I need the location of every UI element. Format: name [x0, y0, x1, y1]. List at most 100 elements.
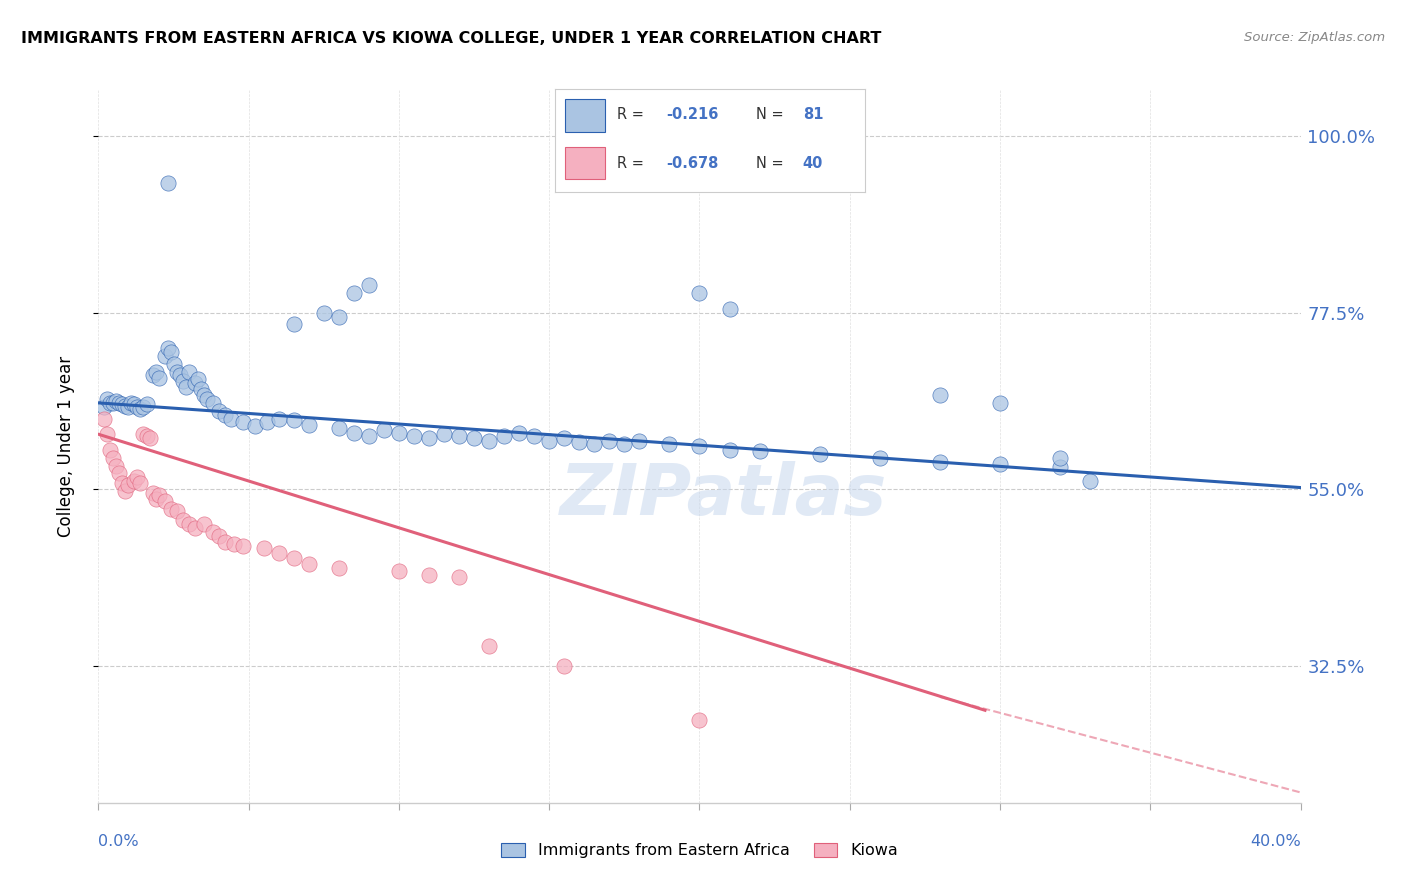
- Point: [208, 403, 231, 417]
- Point: [159, 345, 181, 359]
- FancyBboxPatch shape: [565, 146, 605, 179]
- Point: [283, 551, 305, 566]
- Point: [145, 491, 167, 506]
- Point: [219, 411, 242, 425]
- Point: [187, 372, 209, 386]
- Point: [523, 429, 546, 443]
- Text: 0.0%: 0.0%: [98, 834, 139, 849]
- Point: [433, 427, 456, 442]
- Point: [929, 455, 952, 469]
- Point: [138, 431, 160, 445]
- Point: [201, 525, 224, 540]
- Point: [103, 396, 125, 410]
- Point: [132, 400, 155, 414]
- Text: R =: R =: [617, 107, 648, 122]
- Text: -0.216: -0.216: [666, 107, 718, 122]
- Point: [108, 396, 131, 410]
- Point: [111, 475, 134, 490]
- Point: [808, 447, 831, 461]
- Point: [135, 397, 157, 411]
- Text: ZIPatlas: ZIPatlas: [560, 461, 887, 531]
- Point: [177, 364, 200, 378]
- Point: [243, 419, 266, 434]
- Point: [117, 478, 139, 492]
- Text: 81: 81: [803, 107, 824, 122]
- Point: [283, 318, 305, 332]
- Point: [988, 396, 1011, 410]
- Point: [283, 413, 305, 427]
- Point: [114, 483, 136, 498]
- Point: [153, 349, 176, 363]
- Point: [127, 400, 149, 414]
- Point: [388, 425, 411, 440]
- Point: [538, 434, 561, 448]
- Point: [96, 392, 118, 406]
- Point: [169, 368, 191, 383]
- Point: [111, 397, 134, 411]
- Text: N =: N =: [756, 155, 789, 170]
- Point: [124, 475, 146, 489]
- Point: [718, 442, 741, 457]
- Point: [256, 416, 278, 430]
- Point: [135, 429, 157, 443]
- Point: [132, 427, 155, 442]
- Point: [222, 537, 245, 551]
- Point: [298, 417, 321, 432]
- Point: [718, 301, 741, 316]
- Point: [463, 431, 485, 445]
- Point: [658, 436, 681, 450]
- Legend: Immigrants from Eastern Africa, Kiowa: Immigrants from Eastern Africa, Kiowa: [494, 835, 905, 866]
- Point: [689, 439, 711, 453]
- Point: [613, 436, 636, 450]
- Text: IMMIGRANTS FROM EASTERN AFRICA VS KIOWA COLLEGE, UNDER 1 YEAR CORRELATION CHART: IMMIGRANTS FROM EASTERN AFRICA VS KIOWA …: [21, 31, 882, 46]
- Point: [114, 399, 136, 413]
- Point: [357, 429, 380, 443]
- Point: [148, 488, 170, 502]
- Point: [172, 374, 194, 388]
- Point: [418, 431, 440, 445]
- Point: [478, 434, 501, 448]
- Point: [166, 504, 188, 518]
- Point: [100, 442, 122, 457]
- Text: 40.0%: 40.0%: [1250, 834, 1301, 849]
- Point: [1049, 460, 1071, 475]
- Point: [141, 368, 163, 383]
- Point: [172, 514, 194, 528]
- Point: [312, 306, 335, 320]
- Point: [553, 658, 575, 673]
- Point: [1049, 450, 1071, 465]
- Point: [183, 376, 205, 391]
- Point: [103, 450, 125, 465]
- Text: -0.678: -0.678: [666, 155, 718, 170]
- Text: 40: 40: [803, 155, 823, 170]
- Point: [447, 429, 470, 443]
- Point: [553, 431, 575, 445]
- Y-axis label: College, Under 1 year: College, Under 1 year: [56, 355, 75, 537]
- Point: [568, 435, 591, 450]
- Point: [121, 396, 143, 410]
- Point: [418, 568, 440, 582]
- Point: [869, 450, 891, 465]
- Point: [689, 714, 711, 728]
- Text: R =: R =: [617, 155, 648, 170]
- Point: [166, 364, 188, 378]
- Point: [153, 494, 176, 508]
- Point: [447, 570, 470, 584]
- Text: Source: ZipAtlas.com: Source: ZipAtlas.com: [1244, 31, 1385, 45]
- Point: [267, 411, 290, 425]
- Point: [583, 436, 606, 450]
- Point: [253, 541, 276, 555]
- Point: [105, 394, 128, 409]
- Point: [100, 396, 122, 410]
- Point: [328, 560, 350, 574]
- Point: [508, 425, 530, 440]
- Point: [145, 364, 167, 378]
- Point: [177, 517, 200, 532]
- Point: [214, 408, 236, 422]
- Point: [156, 341, 179, 355]
- Point: [373, 423, 395, 437]
- Point: [494, 429, 516, 443]
- Point: [1078, 475, 1101, 489]
- Point: [162, 357, 184, 371]
- FancyBboxPatch shape: [565, 99, 605, 132]
